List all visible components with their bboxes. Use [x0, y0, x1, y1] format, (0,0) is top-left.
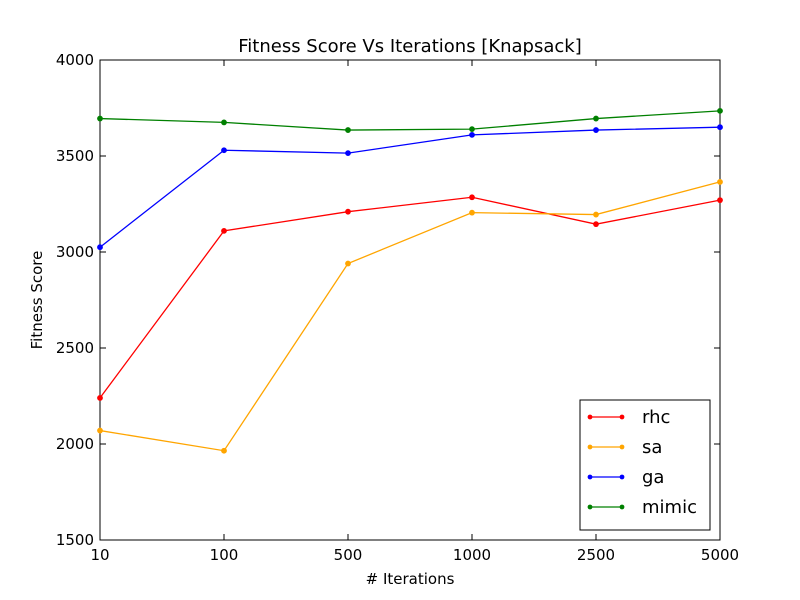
data-point-rhc	[593, 221, 599, 228]
legend-marker-ga	[587, 474, 593, 480]
data-point-mimic	[97, 115, 103, 122]
legend-marker-mimic	[619, 504, 625, 510]
data-point-ga	[593, 127, 599, 133]
data-point-sa	[717, 179, 723, 185]
data-point-rhc	[345, 208, 351, 215]
y-tick-label: 4000	[56, 51, 94, 69]
data-point-sa	[469, 209, 475, 216]
legend-label-rhc: rhc	[642, 407, 670, 428]
x-tick-label: 500	[334, 546, 363, 564]
data-point-mimic	[221, 119, 227, 126]
series-line-rhc	[99, 196, 721, 399]
legend-item-rhc: rhc	[587, 407, 670, 428]
data-point-sa	[97, 427, 103, 434]
x-axis: 10 100 500 1000 2500 5000	[90, 60, 739, 564]
data-point-mimic	[717, 107, 723, 114]
y-tick-label: 1500	[56, 531, 94, 549]
data-point-sa	[345, 260, 351, 267]
legend-label-sa: sa	[642, 437, 662, 458]
series-layer	[97, 107, 723, 454]
legend-marker-ga	[619, 474, 625, 480]
series-sa	[97, 179, 723, 454]
series-line-ga	[99, 126, 721, 248]
x-tick-label: 10	[90, 546, 109, 564]
legend-marker-sa	[587, 444, 593, 450]
data-point-rhc	[221, 227, 227, 234]
x-axis-label: # Iterations	[366, 570, 455, 588]
data-point-rhc	[469, 194, 475, 201]
chart-title: Fitness Score Vs Iterations [Knapsack]	[238, 36, 582, 57]
legend-marker-rhc	[587, 414, 593, 420]
series-mimic	[97, 107, 723, 133]
data-point-sa	[221, 447, 227, 454]
data-point-sa	[593, 211, 599, 218]
data-point-rhc	[717, 197, 723, 204]
legend-box	[579, 399, 711, 531]
data-point-ga	[97, 244, 103, 251]
data-point-mimic	[345, 127, 351, 133]
data-point-mimic	[593, 115, 599, 122]
x-tick-label: 1000	[453, 546, 491, 564]
legend: rhc sa ga mimic	[579, 399, 711, 531]
y-tick-label: 2000	[56, 435, 94, 453]
series-ga	[97, 124, 723, 251]
series-line-sa	[99, 181, 721, 452]
y-tick-label: 3000	[56, 243, 94, 261]
data-point-ga	[221, 147, 227, 154]
legend-item-mimic: mimic	[587, 497, 697, 518]
x-tick-label: 100	[210, 546, 239, 564]
data-point-ga	[345, 150, 351, 157]
legend-label-mimic: mimic	[642, 497, 697, 518]
legend-item-ga: ga	[587, 467, 664, 488]
data-point-mimic	[469, 126, 475, 133]
x-tick-label: 5000	[701, 546, 739, 564]
series-line-mimic	[99, 110, 721, 131]
data-point-ga	[469, 131, 475, 138]
legend-item-sa: sa	[587, 437, 662, 458]
series-rhc	[97, 194, 723, 401]
y-tick-label: 3500	[56, 147, 94, 165]
legend-marker-mimic	[587, 504, 593, 510]
plot-frame	[99, 59, 721, 541]
legend-marker-sa	[619, 444, 625, 450]
legend-marker-rhc	[619, 414, 625, 420]
x-tick-label: 2500	[577, 546, 615, 564]
data-point-rhc	[97, 395, 103, 401]
data-point-ga	[717, 124, 723, 131]
y-axis-label: Fitness Score	[28, 251, 46, 350]
legend-label-ga: ga	[642, 467, 664, 488]
y-axis: 1500 2000 2500 3000 3500 4000	[56, 51, 720, 549]
y-tick-label: 2500	[56, 339, 94, 357]
